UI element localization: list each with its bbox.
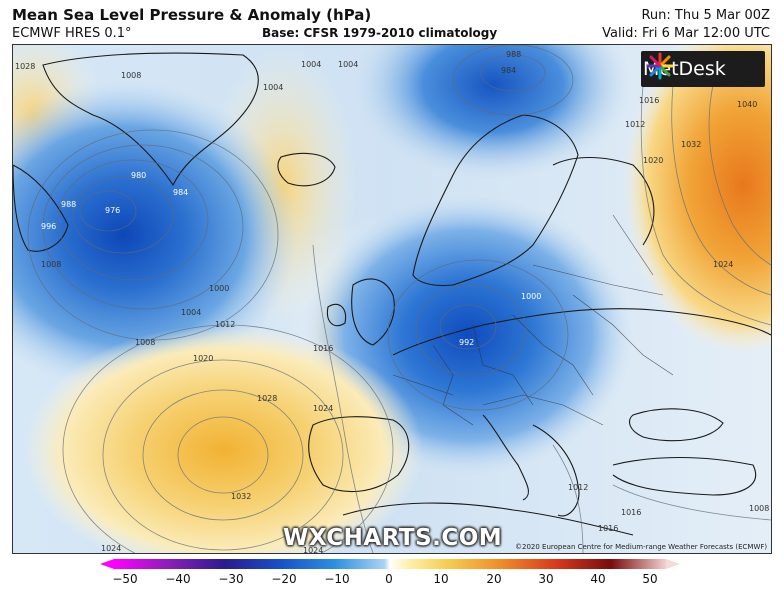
run-time-label: Run: Thu 5 Mar 00Z bbox=[641, 8, 770, 23]
pressure-anomaly-map: 1028 1008 1004 1004 1004 988 984 1012 10… bbox=[12, 44, 772, 554]
isobar-label: 988 bbox=[61, 200, 76, 209]
isobar-label: 996 bbox=[41, 222, 56, 231]
isobar-label: 1004 bbox=[338, 60, 358, 69]
isobar-label: 992 bbox=[459, 338, 474, 347]
colorbar-tick: 0 bbox=[385, 572, 393, 586]
chart-title: Mean Sea Level Pressure & Anomaly (hPa) bbox=[12, 6, 372, 24]
colorbar-right-arrow bbox=[666, 559, 680, 569]
valid-time-label: Valid: Fri 6 Mar 12:00 UTC bbox=[602, 26, 770, 41]
isobar-lines bbox=[27, 45, 771, 553]
coastlines bbox=[13, 52, 771, 536]
isobar-label: 1016 bbox=[621, 508, 641, 517]
isobar-label: 1008 bbox=[41, 260, 61, 269]
isobar-label: 1032 bbox=[681, 140, 701, 149]
isobar-label: 1024 bbox=[303, 546, 323, 553]
isobar-label: 1032 bbox=[231, 492, 251, 501]
isobar-label: 1016 bbox=[639, 96, 659, 105]
isobar-label: 1012 bbox=[215, 320, 235, 329]
colorbar-tick: −30 bbox=[218, 572, 244, 586]
isobar-label: 1008 bbox=[121, 71, 141, 80]
metdesk-logo: MetDesk bbox=[641, 51, 765, 87]
colorbar-tick: −50 bbox=[112, 572, 138, 586]
colorbar-tick: −10 bbox=[324, 572, 350, 586]
isobar-label: 1004 bbox=[181, 308, 201, 317]
map-canvas: 1028 1008 1004 1004 1004 988 984 1012 10… bbox=[13, 45, 771, 553]
colorbar-tick: 10 bbox=[433, 572, 449, 586]
ecmwf-copyright: ©2020 European Centre for Medium-range W… bbox=[515, 543, 768, 551]
isobar-label: 1000 bbox=[521, 292, 541, 301]
colorbar-tick: 40 bbox=[590, 572, 606, 586]
isobar-label: 1020 bbox=[643, 156, 663, 165]
isobar-label: 1000 bbox=[209, 284, 229, 293]
isobar-label: 1016 bbox=[313, 344, 333, 353]
isobar-label: 1004 bbox=[263, 83, 283, 92]
isobar-label: 984 bbox=[173, 188, 188, 197]
isobar-label: 1016 bbox=[598, 524, 618, 533]
country-borders bbox=[392, 214, 674, 426]
colorbar-gradient bbox=[114, 559, 666, 569]
metdesk-burst-icon bbox=[646, 52, 674, 80]
isobar-label: 1024 bbox=[713, 260, 733, 269]
base-climatology-label: Base: CFSR 1979-2010 climatology bbox=[262, 26, 498, 40]
wxcharts-watermark: WXCHARTS.COM bbox=[283, 525, 503, 551]
isobar-label: 1028 bbox=[15, 62, 35, 71]
isobar-label: 1040 bbox=[737, 100, 757, 109]
isobar-label: 976 bbox=[105, 206, 120, 215]
isobar-label: 980 bbox=[131, 171, 146, 180]
colorbar-tick: 50 bbox=[642, 572, 658, 586]
isobar-label: 1012 bbox=[568, 483, 588, 492]
colorbar-left-arrow bbox=[100, 559, 114, 569]
isobar-label: 1020 bbox=[193, 354, 213, 363]
isobar-label: 1008 bbox=[135, 338, 155, 347]
isobar-label-group: 1028 1008 1004 1004 1004 988 984 1012 10… bbox=[15, 50, 769, 553]
colorbar-tick: −20 bbox=[271, 572, 297, 586]
anomaly-colorbar bbox=[100, 559, 680, 569]
isobar-label: 1008 bbox=[749, 504, 769, 513]
isobar-label: 1024 bbox=[313, 404, 333, 413]
colorbar-tick: −40 bbox=[165, 572, 191, 586]
isobar-label: 984 bbox=[501, 66, 516, 75]
isobar-label: 1028 bbox=[257, 394, 277, 403]
model-label: ECMWF HRES 0.1° bbox=[12, 26, 132, 41]
colorbar-tick: 30 bbox=[538, 572, 554, 586]
colorbar-tick: 20 bbox=[486, 572, 502, 586]
isobar-label: 988 bbox=[506, 50, 521, 59]
header: Mean Sea Level Pressure & Anomaly (hPa) … bbox=[0, 0, 784, 44]
isobar-label: 1012 bbox=[625, 120, 645, 129]
isobar-label: 1024 bbox=[101, 544, 121, 553]
isobar-label: 1004 bbox=[301, 60, 321, 69]
